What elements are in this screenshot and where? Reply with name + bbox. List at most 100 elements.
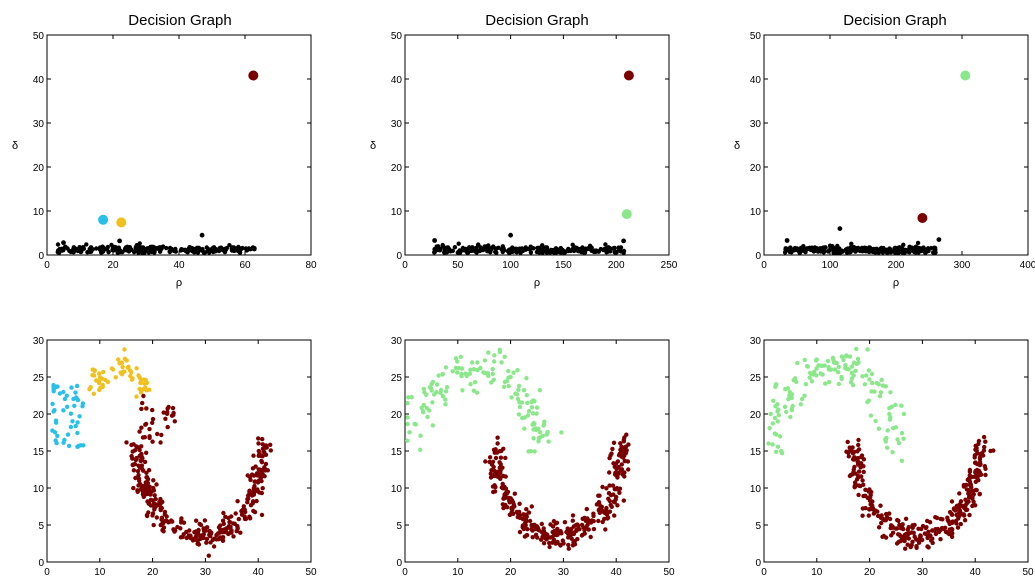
- data-point: [610, 483, 616, 488]
- data-point: [538, 537, 544, 542]
- data-point: [61, 440, 66, 445]
- data-point: [851, 467, 856, 472]
- data-point: [71, 396, 76, 402]
- data-point: [511, 504, 516, 509]
- data-point: [146, 468, 152, 473]
- data-point: [263, 461, 269, 467]
- data-point: [139, 425, 144, 430]
- data-point: [442, 246, 448, 252]
- data-point: [227, 519, 232, 525]
- data-point: [514, 509, 519, 515]
- data-point: [521, 388, 527, 393]
- data-point: [910, 539, 915, 544]
- y-axis-label: δ: [370, 140, 376, 152]
- data-point: [621, 250, 626, 255]
- plot-area: [46, 34, 312, 256]
- data-point: [803, 382, 809, 387]
- data-point: [141, 490, 146, 496]
- data-point: [455, 370, 460, 375]
- data-point: [517, 404, 523, 410]
- data-point: [430, 400, 435, 405]
- data-point: [226, 531, 231, 537]
- data-point: [196, 527, 201, 533]
- data-point: [905, 542, 910, 547]
- data-point: [194, 518, 199, 523]
- data-point: [144, 513, 150, 519]
- data-point: [897, 522, 902, 528]
- data-point: [503, 492, 508, 498]
- data-point: [490, 371, 495, 377]
- data-point: [153, 503, 159, 509]
- data-point: [485, 245, 490, 251]
- data-point: [144, 450, 149, 455]
- data-point: [87, 246, 92, 252]
- data-point: [971, 499, 976, 504]
- data-point: [255, 480, 261, 485]
- data-point: [607, 509, 613, 514]
- data-point: [875, 509, 880, 514]
- data-point: [490, 459, 496, 464]
- data-point: [597, 510, 602, 515]
- y-tick-label: 40: [33, 75, 45, 86]
- data-point: [605, 249, 610, 254]
- data-point: [856, 437, 861, 443]
- data-point: [133, 457, 139, 463]
- data-point: [873, 418, 878, 424]
- data-point: [945, 518, 951, 523]
- data-point: [136, 463, 141, 468]
- data-point: [141, 387, 146, 392]
- data-point: [527, 518, 533, 524]
- y-tick-label: 5: [396, 521, 402, 532]
- data-point: [506, 368, 511, 374]
- data-point: [535, 245, 540, 251]
- data-point: [432, 392, 437, 397]
- data-point: [541, 541, 547, 546]
- cluster-panel-2: 0 10 20 30 40 50 0 5 10 15 20 25 30: [391, 336, 675, 577]
- x-axis-label: ρ: [534, 277, 540, 289]
- data-point: [154, 515, 159, 520]
- data-point: [596, 518, 601, 524]
- data-point: [523, 523, 528, 528]
- data-point: [139, 463, 145, 468]
- data-point: [246, 493, 251, 498]
- data-point: [965, 477, 970, 482]
- data-point: [809, 245, 815, 250]
- data-point: [222, 249, 228, 255]
- cluster-center-point: [621, 209, 632, 220]
- data-point: [133, 475, 138, 481]
- data-point: [976, 438, 982, 444]
- data-point: [260, 442, 265, 447]
- data-point: [482, 358, 488, 363]
- data-point: [240, 245, 245, 251]
- data-point: [218, 527, 223, 532]
- y-tick-label: 30: [33, 119, 45, 130]
- data-point: [849, 241, 854, 246]
- data-point: [70, 419, 75, 424]
- data-point: [488, 475, 494, 480]
- data-point: [774, 449, 779, 454]
- data-point: [514, 249, 519, 254]
- data-point: [204, 536, 210, 542]
- data-point: [530, 528, 535, 533]
- y-tick-label: 25: [33, 373, 45, 384]
- data-point: [235, 499, 240, 504]
- data-point: [925, 246, 931, 251]
- data-point: [581, 250, 587, 255]
- data-point: [951, 506, 957, 511]
- data-point: [983, 472, 988, 478]
- data-point: [604, 508, 609, 513]
- data-point: [554, 540, 559, 545]
- data-point: [768, 411, 773, 417]
- data-point: [802, 357, 807, 363]
- data-point: [507, 500, 512, 505]
- x-tick-label: 30: [917, 567, 929, 577]
- y-tick-label: 30: [391, 119, 403, 130]
- data-point: [856, 492, 861, 498]
- data-point: [164, 518, 169, 524]
- x-tick-label: 50: [1022, 567, 1034, 577]
- data-point: [548, 522, 553, 527]
- x-tick-label: 0: [44, 260, 50, 271]
- data-point: [837, 226, 843, 232]
- y-tick-label: 20: [33, 410, 45, 421]
